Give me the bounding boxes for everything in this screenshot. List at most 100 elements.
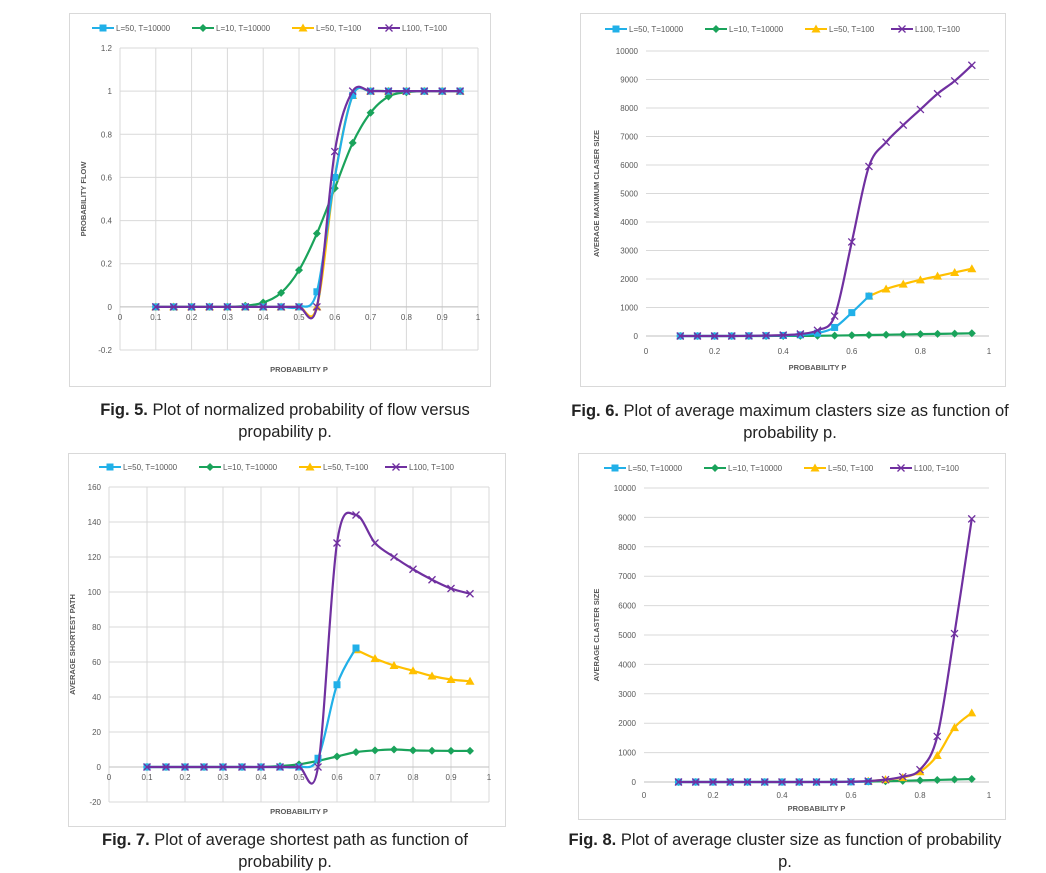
y-tick-labels: -0.2 0 0.2 0.4 0.6 0.8 1 1.2 — [98, 44, 112, 355]
data-point — [882, 138, 891, 147]
legend-label: L100, T=100 — [915, 25, 961, 34]
gridlines — [108, 486, 490, 803]
data-point — [390, 553, 398, 561]
data-point — [915, 275, 925, 284]
legend-label: L100, T=100 — [409, 463, 455, 472]
data-point — [409, 565, 417, 574]
data-point — [238, 763, 246, 771]
data-point — [402, 87, 411, 96]
data-point — [847, 237, 856, 246]
data-point — [352, 511, 360, 519]
x-tick-label: 0.3 — [222, 313, 234, 322]
data-point — [831, 323, 839, 331]
x-tick-label: 0.2 — [186, 313, 198, 322]
data-point — [466, 589, 474, 598]
data-point — [312, 302, 321, 311]
legend-label: L=10, T=10000 — [729, 25, 784, 34]
data-point — [162, 763, 170, 771]
data-point — [933, 271, 943, 280]
series-3 — [151, 85, 465, 320]
x-tick-label: 0.2 — [707, 791, 719, 800]
data-point — [710, 332, 719, 340]
series-3 — [674, 514, 976, 786]
data-point — [465, 676, 475, 685]
legend-item: L=50, T=10000 — [92, 24, 171, 33]
data-point — [760, 778, 769, 786]
data-point — [762, 331, 771, 340]
y-tick-label: 100 — [88, 588, 102, 597]
data-point — [219, 763, 227, 771]
caption-fig5: Fig. 5. Plot of normalized probability o… — [70, 399, 500, 443]
data-point — [743, 778, 752, 786]
x-tick-label: 0.7 — [369, 773, 381, 782]
series-0 — [676, 292, 873, 340]
y-tick-label: 2000 — [620, 275, 638, 284]
x-tick-label: 0.9 — [445, 773, 457, 782]
legend-marker — [712, 25, 720, 33]
data-point — [384, 87, 393, 96]
x-axis-title: PROBABILITY P — [788, 804, 846, 813]
y-axis-title: AVERAGE CLASTER SIZE — [592, 589, 601, 682]
data-point — [447, 584, 455, 593]
data-point — [313, 288, 321, 296]
x-tick-label: 0.6 — [331, 773, 343, 782]
data-point — [865, 292, 873, 300]
x-tick-label: 0.8 — [914, 791, 926, 800]
chart-fig6: 0100020003000400050006000700080009000100… — [592, 24, 992, 372]
series-0 — [152, 86, 464, 311]
legend-label: L=50, T=100 — [829, 25, 875, 34]
series-line — [155, 86, 461, 310]
data-point — [257, 763, 265, 771]
x-tick-label: 0.8 — [401, 313, 413, 322]
data-point — [366, 87, 375, 96]
data-point — [691, 778, 700, 786]
x-tick-label: 1 — [487, 773, 492, 782]
data-point — [295, 266, 303, 275]
y-tick-label: 0.8 — [101, 130, 113, 139]
data-point — [864, 162, 873, 171]
legend: L=50, T=10000 L=10, T=10000 L=50, T=100 L10… — [604, 463, 960, 473]
y-tick-label: 0 — [632, 778, 637, 787]
y-tick-label: 1000 — [620, 304, 638, 313]
caption-fig8: Fig. 8. Plot of average cluster size as … — [560, 829, 1010, 873]
data-point — [314, 763, 322, 771]
data-point — [933, 775, 942, 784]
data-point — [813, 326, 822, 335]
legend-label: L=50, T=100 — [323, 463, 369, 472]
series-2 — [151, 86, 465, 318]
series-line — [680, 295, 870, 338]
data-point — [932, 751, 942, 760]
legend-item: L100, T=100 — [378, 24, 448, 33]
series-line — [147, 748, 471, 769]
y-tick-label: 6000 — [620, 161, 638, 170]
data-point — [881, 284, 891, 293]
caption-fig8-label: Fig. 8. — [568, 831, 617, 849]
x-tick-label: 0.9 — [437, 313, 449, 322]
data-point — [259, 302, 268, 311]
chart-fig7: -20 0 20 40 60 80 100 120 140 160 0 0.1 0.2 0.3 0.4 0.5… — [68, 462, 492, 816]
caption-fig6-text: Plot of average maximum clasters size as… — [623, 402, 1009, 442]
y-tick-labels: -20 0 20 40 60 80 100 120 140 160 — [88, 483, 102, 807]
y-tick-label: 1 — [108, 87, 113, 96]
x-tick-label: 0.4 — [776, 791, 788, 800]
legend-marker — [392, 463, 400, 471]
data-point — [848, 309, 856, 317]
chart-fig8-box: 0 1000 2000 3000 4000 5000 6000 7000 8000 9000 100… — [578, 453, 1006, 820]
data-point — [796, 330, 805, 338]
x-tick-label: 0 — [107, 773, 112, 782]
data-point — [676, 332, 685, 340]
legend-item: L=50, T=100 — [299, 462, 369, 472]
data-point — [428, 575, 436, 584]
data-point — [916, 330, 925, 339]
data-point — [312, 229, 321, 238]
legend-label: L=50, T=10000 — [123, 463, 178, 472]
x-tick-label: 0.1 — [150, 313, 162, 322]
caption-fig8-text: Plot of average cluster size as function… — [620, 831, 1002, 871]
data-point — [830, 331, 839, 340]
data-point — [241, 302, 250, 311]
data-point — [370, 654, 380, 662]
data-point — [779, 331, 788, 340]
legend-marker — [810, 463, 820, 472]
y-tick-label: 0.6 — [101, 173, 113, 182]
x-tick-label: 0.6 — [845, 791, 857, 800]
